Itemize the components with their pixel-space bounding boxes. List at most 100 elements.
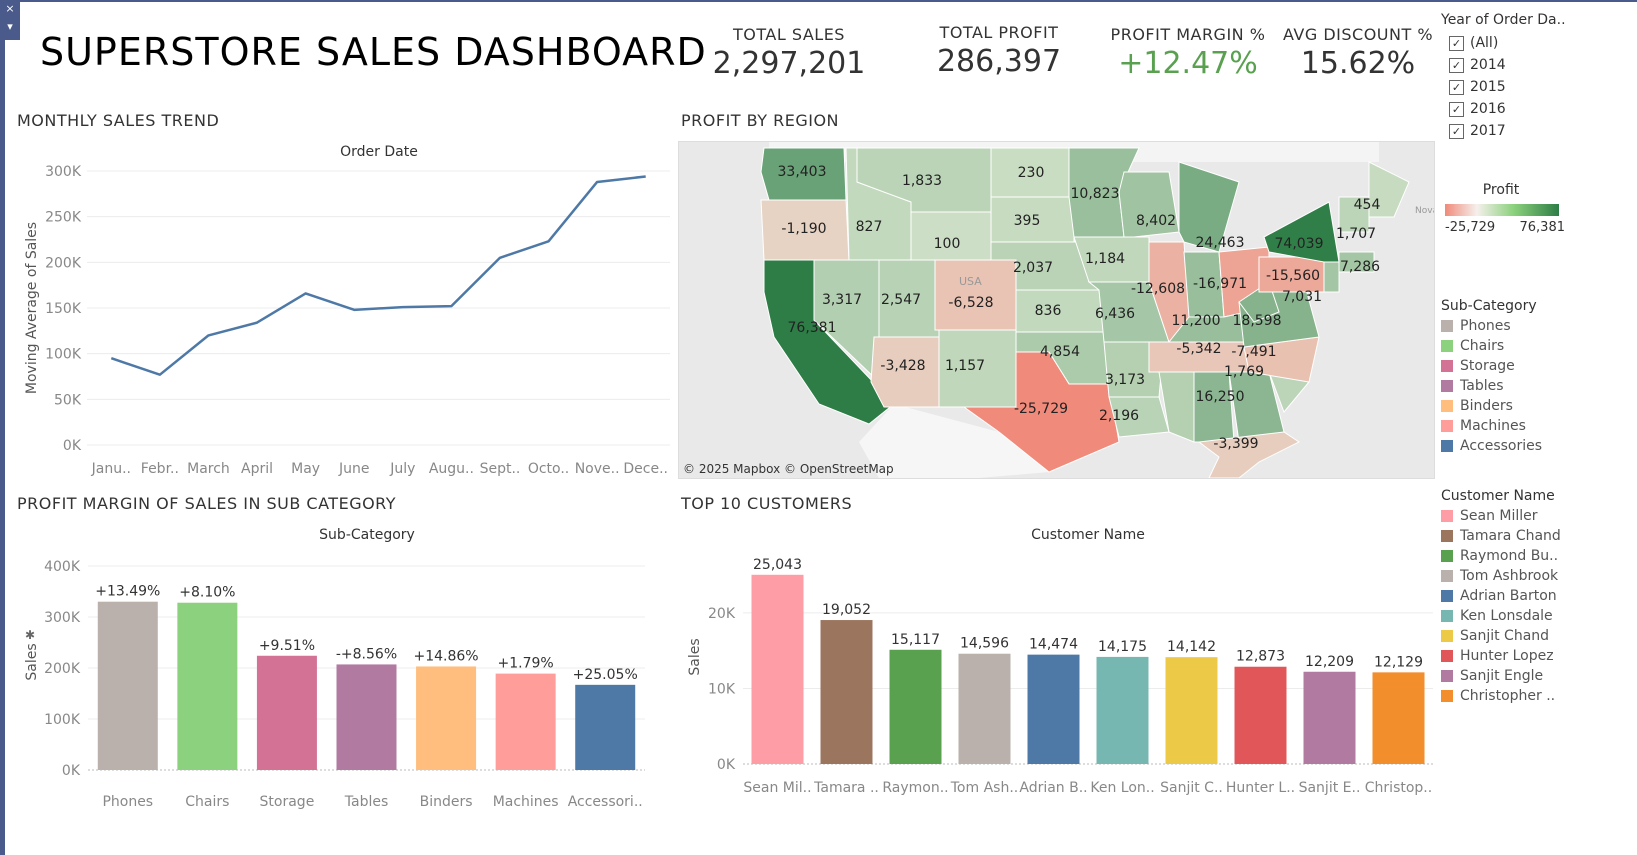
customer-legend-item[interactable]: Sanjit Chand bbox=[1441, 626, 1631, 646]
bar-data-label: 15,117 bbox=[891, 632, 940, 648]
bar[interactable] bbox=[575, 684, 636, 770]
bar[interactable] bbox=[495, 673, 556, 770]
legend-swatch bbox=[1441, 630, 1453, 642]
subcategory-legend-item[interactable]: Tables bbox=[1441, 376, 1631, 396]
state-label-mn: 10,823 bbox=[1071, 186, 1120, 202]
bar-data-label: 14,596 bbox=[960, 636, 1009, 652]
chart-title: Sub-Category bbox=[319, 527, 415, 543]
top-customers-bar-chart[interactable]: Customer Name Sales 0K 10K 20K 25,043 Sean … bbox=[681, 522, 1441, 822]
checkbox-icon[interactable]: ✓ bbox=[1449, 123, 1464, 139]
monthly-sales-chart[interactable]: Order Date Moving Average of Sales 0K 50K… bbox=[15, 138, 675, 483]
customer-legend-item[interactable]: Raymond Bu.. bbox=[1441, 546, 1631, 566]
legend-label: Binders bbox=[1460, 398, 1513, 414]
subcategory-legend-item[interactable]: Storage bbox=[1441, 356, 1631, 376]
subcategory-legend-item[interactable]: Chairs bbox=[1441, 336, 1631, 356]
customer-legend-item[interactable]: Adrian Barton bbox=[1441, 586, 1631, 606]
sort-icon[interactable]: ✱ bbox=[25, 628, 35, 642]
bar[interactable] bbox=[1096, 656, 1149, 764]
state-label-ia: 1,184 bbox=[1085, 251, 1125, 267]
bar[interactable] bbox=[820, 620, 873, 764]
subcategory-legend-item[interactable]: Accessories bbox=[1441, 436, 1631, 456]
state-nj[interactable] bbox=[1323, 261, 1340, 293]
checkbox-icon[interactable]: ✓ bbox=[1449, 35, 1464, 51]
state-mi[interactable] bbox=[1178, 161, 1240, 253]
year-option-2016[interactable]: ✓ 2016 bbox=[1449, 98, 1631, 120]
state-label-la: 2,196 bbox=[1099, 408, 1139, 424]
bar[interactable] bbox=[256, 655, 317, 770]
state-vt[interactable] bbox=[1338, 196, 1370, 233]
customer-legend-item[interactable]: Tom Ashbrook bbox=[1441, 566, 1631, 586]
state-label-tn: -5,342 bbox=[1176, 341, 1221, 357]
state-label-me: 454 bbox=[1354, 197, 1381, 213]
state-label-vt: 1,707 bbox=[1336, 226, 1376, 242]
state-label-va: 18,598 bbox=[1233, 313, 1282, 329]
sales-trend-line[interactable] bbox=[110, 175, 646, 376]
state-ct[interactable] bbox=[1338, 251, 1375, 273]
customer-legend-item[interactable]: Sanjit Engle bbox=[1441, 666, 1631, 686]
customer-legend-item[interactable]: Sean Miller bbox=[1441, 506, 1631, 526]
year-option-2017[interactable]: ✓ 2017 bbox=[1449, 120, 1631, 142]
kpi-total-sales: TOTAL SALES 2,297,201 bbox=[694, 25, 884, 81]
x-tick-label: Binders bbox=[420, 794, 473, 810]
state-al[interactable] bbox=[1193, 371, 1235, 443]
profit-legend-max: 76,381 bbox=[1519, 220, 1566, 235]
state-label-ca: 76,381 bbox=[788, 320, 837, 336]
x-tick-label: April bbox=[241, 461, 273, 477]
y-tick-label: 200K bbox=[45, 255, 82, 271]
state-az[interactable] bbox=[870, 336, 940, 408]
legend-label: Tamara Chand bbox=[1460, 528, 1561, 544]
legend-swatch bbox=[1441, 400, 1453, 412]
profit-map[interactable]: 33,403 -1,190 76,381 827 1,833 100 3,317 2,547 -… bbox=[678, 141, 1435, 479]
bar[interactable] bbox=[97, 601, 158, 770]
legend-swatch bbox=[1441, 360, 1453, 372]
customer-legend-item[interactable]: Christopher .. bbox=[1441, 686, 1631, 706]
state-fl[interactable] bbox=[1197, 431, 1300, 478]
kpi-value: 15.62% bbox=[1300, 46, 1416, 81]
dropdown-menu-icon[interactable]: ▾ bbox=[7, 20, 13, 33]
bar[interactable] bbox=[1027, 654, 1080, 764]
state-label-in: 11,200 bbox=[1172, 313, 1221, 329]
subcategory-legend-item[interactable]: Binders bbox=[1441, 396, 1631, 416]
legend-swatch bbox=[1441, 530, 1453, 542]
subcategory-legend-item[interactable]: Phones bbox=[1441, 316, 1631, 336]
bar[interactable] bbox=[1165, 657, 1218, 764]
customer-legend-item[interactable]: Hunter Lopez bbox=[1441, 646, 1631, 666]
bar[interactable] bbox=[958, 653, 1011, 764]
subcategory-bar-chart[interactable]: Sub-Category Sales ✱ 0K100K200K300K400K … bbox=[15, 522, 655, 822]
legend-label: Machines bbox=[1460, 418, 1526, 434]
customer-legend-item[interactable]: Tamara Chand bbox=[1441, 526, 1631, 546]
bar[interactable] bbox=[1234, 666, 1287, 764]
customer-legend-title: Customer Name bbox=[1441, 488, 1555, 504]
state-label-ny: 74,039 bbox=[1275, 236, 1324, 252]
checkbox-icon[interactable]: ✓ bbox=[1449, 57, 1464, 73]
kpi-label: TOTAL SALES bbox=[733, 25, 845, 44]
y-tick-label: 50K bbox=[54, 392, 82, 408]
checkbox-icon[interactable]: ✓ bbox=[1449, 101, 1464, 117]
year-option-2014[interactable]: ✓ 2014 bbox=[1449, 54, 1631, 76]
close-icon[interactable]: × bbox=[5, 2, 15, 15]
legend-label: Ken Lonsdale bbox=[1460, 608, 1553, 624]
bar[interactable] bbox=[336, 664, 397, 770]
state-wi[interactable] bbox=[1118, 171, 1180, 238]
state-tx[interactable] bbox=[962, 351, 1120, 473]
collapse-control[interactable]: × ▾ bbox=[0, 0, 20, 40]
bar[interactable] bbox=[1372, 672, 1425, 764]
bar[interactable] bbox=[177, 602, 238, 770]
bar[interactable] bbox=[751, 574, 804, 764]
year-option-2015[interactable]: ✓ 2015 bbox=[1449, 76, 1631, 98]
checkbox-icon[interactable]: ✓ bbox=[1449, 79, 1464, 95]
x-tick-label: Storage bbox=[260, 794, 315, 810]
bar[interactable] bbox=[1303, 671, 1356, 764]
legend-swatch bbox=[1441, 590, 1453, 602]
top-border bbox=[0, 0, 1637, 2]
x-tick-label: Dece.. bbox=[623, 461, 668, 477]
subcategory-legend-item[interactable]: Machines bbox=[1441, 416, 1631, 436]
bar[interactable] bbox=[889, 649, 942, 764]
legend-label: Chairs bbox=[1460, 338, 1505, 354]
bar[interactable] bbox=[416, 666, 477, 770]
customer-legend-item[interactable]: Ken Lonsdale bbox=[1441, 606, 1631, 626]
x-tick-label: Augu.. bbox=[429, 461, 474, 477]
kpi-avg-discount: AVG DISCOUNT % 15.62% bbox=[1263, 25, 1453, 81]
year-option-all[interactable]: ✓ (All) bbox=[1449, 32, 1631, 54]
state-me[interactable] bbox=[1368, 161, 1410, 218]
